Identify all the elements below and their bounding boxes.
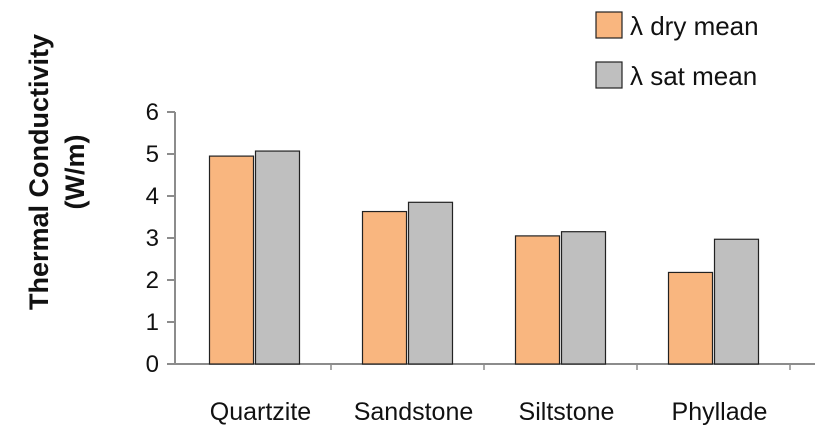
y-axis-title-line-2: (W/m) xyxy=(60,135,90,210)
y-tick-label: 1 xyxy=(146,309,159,336)
bar-quartzite-dry xyxy=(210,156,254,364)
y-tick-label: 4 xyxy=(146,183,159,210)
bar-sandstone-dry xyxy=(363,212,407,364)
legend-swatch-dry xyxy=(596,12,622,38)
y-tick-label: 0 xyxy=(146,351,159,378)
x-category-label-phyllade: Phyllade xyxy=(672,398,768,426)
y-axis-title-line-1: Thermal Conductivity xyxy=(24,34,54,310)
bar-phyllade-sat xyxy=(715,239,759,364)
bars xyxy=(210,151,791,370)
y-tick-label: 6 xyxy=(146,99,159,126)
bar-sandstone-sat xyxy=(409,202,453,364)
y-tick-label: 2 xyxy=(146,267,159,294)
x-category-label-siltstone: Siltstone xyxy=(519,398,615,426)
legend-label-sat: λ sat mean xyxy=(630,61,757,91)
x-category-label-sandstone: Sandstone xyxy=(354,398,474,426)
bar-quartzite-sat xyxy=(256,151,300,364)
y-axis-title: Thermal Conductivity (W/m) xyxy=(24,34,90,310)
y-tick-label: 5 xyxy=(146,141,159,168)
bar-siltstone-dry xyxy=(516,236,560,364)
bar-siltstone-sat xyxy=(562,232,606,364)
bar-phyllade-dry xyxy=(669,272,713,364)
legend: λ dry mean λ sat mean xyxy=(596,11,759,91)
legend-label-dry: λ dry mean xyxy=(630,11,759,41)
y-tick-label: 3 xyxy=(146,225,159,252)
legend-swatch-sat xyxy=(596,62,622,88)
y-axis-ticks: 0 1 2 3 4 5 6 xyxy=(146,99,175,378)
x-axis-labels: Quartzite Sandstone Siltstone Phyllade xyxy=(210,398,768,426)
x-category-label-quartzite: Quartzite xyxy=(210,398,311,426)
